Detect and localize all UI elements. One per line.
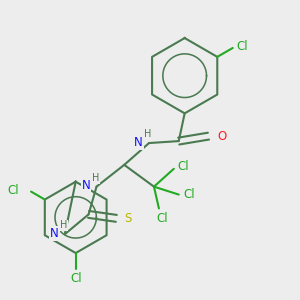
Text: N: N (134, 136, 143, 148)
Text: H: H (92, 173, 99, 183)
Text: Cl: Cl (70, 272, 82, 285)
Text: Cl: Cl (156, 212, 168, 225)
Text: N: N (82, 179, 91, 192)
Text: Cl: Cl (178, 160, 190, 173)
Text: H: H (60, 220, 68, 230)
Text: Cl: Cl (8, 184, 19, 197)
Text: S: S (124, 212, 132, 225)
Text: Cl: Cl (237, 40, 248, 53)
Text: N: N (50, 227, 59, 240)
Text: H: H (144, 129, 152, 139)
Text: Cl: Cl (184, 188, 195, 201)
Text: O: O (218, 130, 227, 142)
